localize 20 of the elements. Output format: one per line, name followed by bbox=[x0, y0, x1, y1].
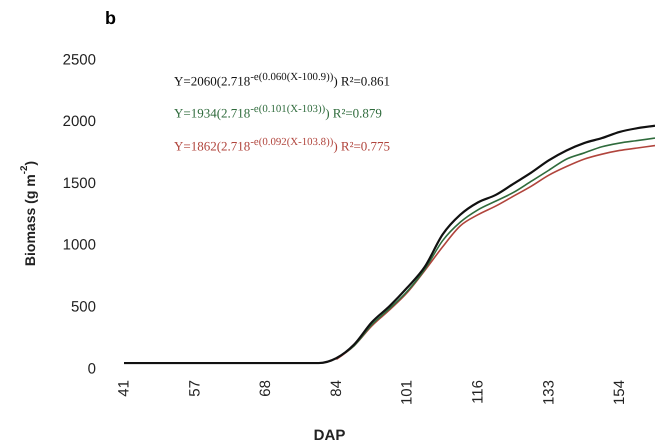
x-tick-label: 84 bbox=[328, 380, 345, 397]
x-tick-label: 41 bbox=[116, 380, 132, 397]
y-tick-label: 0 bbox=[88, 360, 96, 378]
text: Y=1862(2.718$^{-e(0.092(X-103.8))}$) R²=0.775 bbox=[174, 136, 390, 154]
y-tick-label: 2000 bbox=[62, 113, 96, 130]
y-tick-label: 1500 bbox=[62, 174, 96, 192]
y-tick-label: 1000 bbox=[62, 236, 96, 254]
x-tick-label: 154 bbox=[611, 380, 628, 406]
x-tick-label: 57 bbox=[186, 380, 204, 397]
x-tick-label: 68 bbox=[257, 380, 274, 397]
line-series bbox=[122, 124, 655, 364]
chart-title: b bbox=[105, 8, 116, 29]
x-axis-title: DAP bbox=[314, 427, 346, 444]
text: Y=1934(2.718$^{-e(0.101(X-103))}$) R²=0.879 bbox=[174, 103, 383, 122]
y-tick-label: 2500 bbox=[62, 51, 96, 68]
y-tick-label: 500 bbox=[70, 298, 96, 316]
x-tick-label: 133 bbox=[540, 380, 558, 406]
text: Y=2060(2.718$^{-e(0.060(X-100.9))}$) R²=0.861 bbox=[174, 71, 390, 90]
x-tick-label: 101 bbox=[398, 380, 416, 406]
x-tick-label: 116 bbox=[470, 380, 486, 404]
